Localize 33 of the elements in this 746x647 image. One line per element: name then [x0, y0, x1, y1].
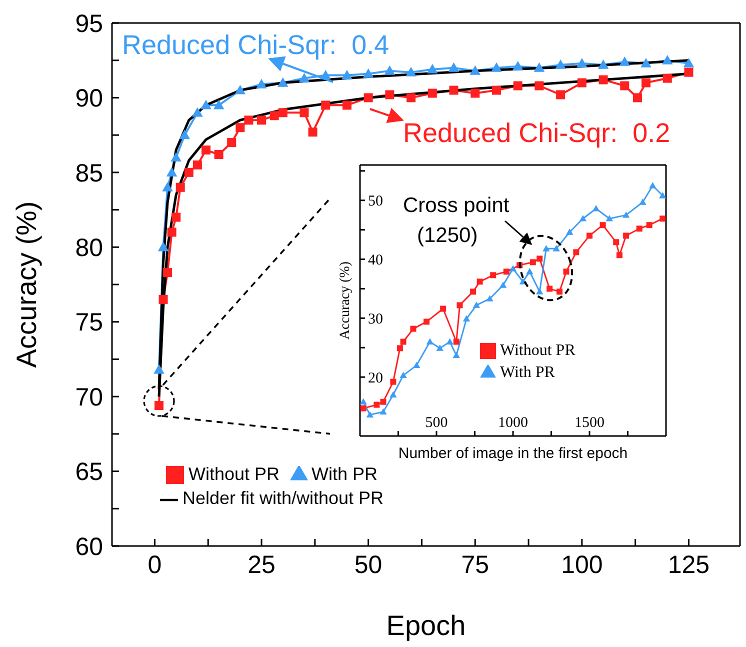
x-axis-title: Number of image in the first epoch: [398, 445, 628, 462]
x-tick-label: 25: [248, 550, 276, 579]
annotation: Cross point: [403, 194, 510, 217]
y-tick-label: 75: [75, 308, 103, 337]
y-tick-label: 30: [368, 311, 383, 328]
y-tick-label: 20: [368, 370, 383, 386]
y-tick-label: 80: [75, 234, 103, 262]
legend-label: Without PR: [188, 464, 280, 484]
y-tick-label: 40: [368, 252, 383, 269]
x-tick-label: 500: [425, 415, 448, 431]
x-tick-label: 1500: [574, 415, 604, 431]
y-tick-label: 90: [75, 84, 103, 113]
annotation: Reduced Chi-Sqr: 0.2: [403, 118, 670, 148]
x-tick-label: 1000: [498, 415, 528, 431]
y-tick-label: 70: [75, 383, 103, 412]
legend-label: With PR: [500, 364, 555, 381]
y-tick-label: 50: [368, 194, 383, 210]
y-axis-title: Accuracy (%): [10, 201, 42, 368]
legend-label: Nelder fit with/without PR: [182, 488, 384, 508]
y-tick-label: 85: [75, 159, 103, 188]
legend-label: With PR: [312, 464, 378, 484]
y-tick-label: 60: [75, 532, 103, 561]
y-tick-label: 65: [75, 458, 103, 486]
x-axis-title: Epoch: [386, 610, 466, 641]
x-tick-label: 0: [148, 550, 162, 579]
x-tick-label: 125: [668, 550, 710, 579]
annotation: Reduced Chi-Sqr: 0.4: [122, 30, 390, 60]
annotation: (1250): [417, 224, 478, 247]
y-tick-label: 95: [75, 10, 103, 38]
x-tick-label: 75: [461, 550, 490, 579]
y-axis-title: Accuracy (%): [338, 261, 353, 340]
x-tick-label: 100: [561, 550, 603, 579]
legend-label: Without PR: [500, 342, 576, 359]
